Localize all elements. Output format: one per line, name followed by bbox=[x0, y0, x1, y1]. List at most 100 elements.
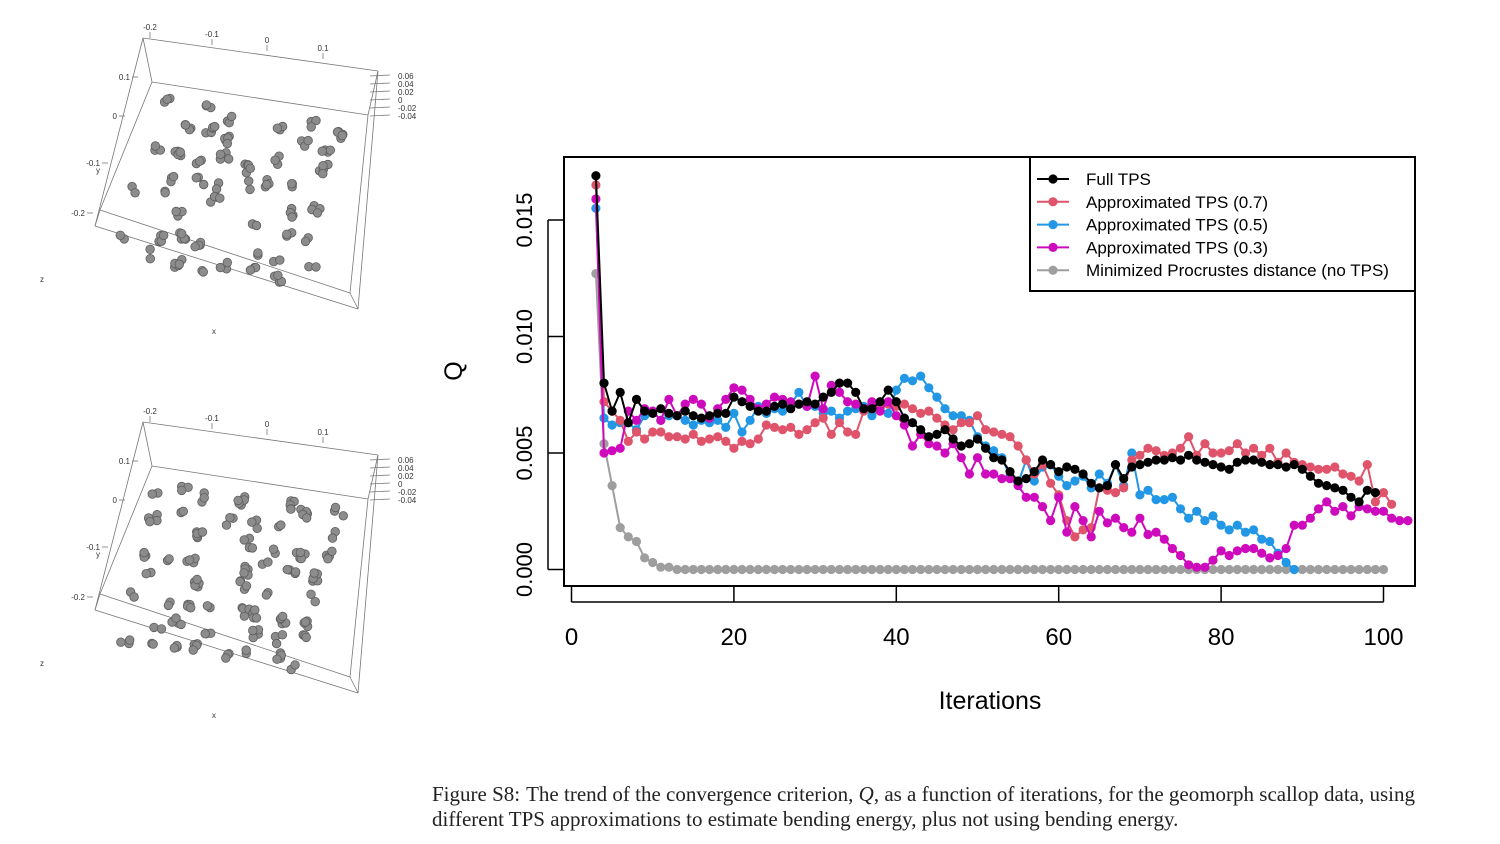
data-point bbox=[1216, 462, 1226, 472]
landmark-sphere bbox=[148, 639, 158, 649]
landmark-sphere bbox=[222, 138, 233, 149]
landmark-sphere bbox=[245, 184, 255, 195]
data-point bbox=[1070, 564, 1080, 575]
data-point bbox=[1192, 506, 1202, 516]
data-point bbox=[1208, 448, 1218, 458]
y-tick-label: 0.1 bbox=[119, 457, 131, 466]
data-point bbox=[623, 436, 633, 446]
data-point bbox=[737, 385, 747, 395]
box-edge bbox=[151, 81, 369, 116]
x-axis-name: x bbox=[212, 711, 216, 720]
x-tick-label: -0.1 bbox=[205, 414, 219, 423]
data-point bbox=[997, 455, 1007, 465]
data-point bbox=[1362, 485, 1372, 495]
data-point bbox=[1151, 495, 1161, 505]
data-point bbox=[1135, 490, 1145, 500]
data-point bbox=[615, 387, 625, 397]
data-point bbox=[680, 415, 690, 425]
data-point bbox=[1175, 564, 1186, 575]
data-point bbox=[1070, 476, 1080, 486]
data-point bbox=[786, 397, 796, 407]
data-point bbox=[1159, 564, 1169, 575]
data-point bbox=[599, 378, 609, 388]
landmark-sphere bbox=[215, 193, 225, 203]
landmark-sphere bbox=[221, 520, 232, 530]
data-point bbox=[1119, 564, 1129, 575]
data-point bbox=[916, 371, 926, 381]
box-edge bbox=[349, 498, 369, 678]
data-point bbox=[826, 564, 836, 575]
landmark-sphere bbox=[192, 574, 202, 585]
data-point bbox=[997, 429, 1007, 439]
legend-swatch-point bbox=[1048, 265, 1058, 275]
data-point bbox=[1037, 455, 1048, 465]
data-point bbox=[1322, 564, 1332, 575]
y-tick-label: 0.1 bbox=[119, 73, 131, 82]
landmark-sphere bbox=[147, 489, 158, 499]
z-tick-mark bbox=[369, 458, 391, 461]
y-axis-label: Q bbox=[440, 361, 468, 380]
landmark-sphere bbox=[163, 600, 174, 611]
data-point bbox=[1143, 529, 1153, 540]
data-point bbox=[981, 469, 991, 479]
x-tick-label: 80 bbox=[1208, 624, 1235, 651]
data-point bbox=[1249, 543, 1259, 554]
landmark-sphere bbox=[306, 122, 316, 132]
plot-frame bbox=[563, 156, 1416, 587]
data-point bbox=[1297, 464, 1307, 474]
x-tick-label: 0 bbox=[565, 624, 578, 651]
data-point bbox=[1265, 564, 1275, 575]
data-point bbox=[834, 418, 845, 428]
data-point bbox=[1232, 457, 1242, 467]
box-edge bbox=[94, 593, 101, 611]
data-point bbox=[899, 399, 910, 409]
landmark-sphere bbox=[275, 255, 285, 265]
data-point bbox=[1094, 506, 1104, 516]
data-point bbox=[1078, 516, 1088, 526]
data-point bbox=[1013, 476, 1023, 486]
data-point bbox=[883, 564, 893, 575]
series-noTps bbox=[591, 269, 1389, 575]
data-point bbox=[1208, 460, 1218, 470]
data-point bbox=[1102, 564, 1112, 575]
data-point bbox=[1078, 525, 1088, 535]
data-point bbox=[664, 394, 674, 404]
z-tick-mark bbox=[369, 114, 391, 117]
box-edge bbox=[94, 209, 101, 227]
landmark-sphere bbox=[198, 179, 209, 190]
z-tick-mark bbox=[369, 82, 391, 85]
data-point bbox=[1232, 520, 1242, 530]
landmark-sphere bbox=[184, 555, 195, 565]
data-point bbox=[1265, 460, 1275, 470]
data-point bbox=[1281, 564, 1291, 575]
data-point bbox=[688, 394, 698, 404]
chart-legend: Full TPS Approximated TPS (0.7) Approximat… bbox=[1029, 156, 1416, 292]
data-point bbox=[972, 434, 983, 444]
data-point bbox=[1029, 492, 1039, 502]
data-point bbox=[1135, 513, 1145, 523]
data-point bbox=[1362, 460, 1372, 470]
z-tick-mark bbox=[369, 74, 391, 77]
legend-label: Full TPS bbox=[1086, 170, 1151, 189]
data-point bbox=[1013, 441, 1023, 451]
landmark-sphere bbox=[160, 188, 170, 198]
data-point bbox=[1086, 478, 1096, 488]
data-point bbox=[940, 425, 950, 435]
data-point bbox=[1175, 550, 1186, 561]
landmark-sphere bbox=[175, 147, 185, 157]
data-point bbox=[656, 562, 666, 572]
caption-text-post: , as a function of iterations, for the g… bbox=[432, 782, 1416, 831]
z-tick-label: -0.02 bbox=[398, 104, 417, 113]
z-tick-mark bbox=[369, 482, 391, 485]
data-point bbox=[721, 394, 731, 404]
data-point bbox=[761, 564, 772, 575]
data-point bbox=[818, 392, 828, 402]
x-tick-label: 0.1 bbox=[317, 44, 329, 53]
data-point bbox=[1151, 564, 1161, 575]
data-point bbox=[786, 564, 796, 575]
data-point bbox=[680, 406, 690, 416]
data-point bbox=[818, 413, 828, 423]
landmark-sphere bbox=[198, 267, 209, 277]
data-point bbox=[1094, 469, 1104, 479]
